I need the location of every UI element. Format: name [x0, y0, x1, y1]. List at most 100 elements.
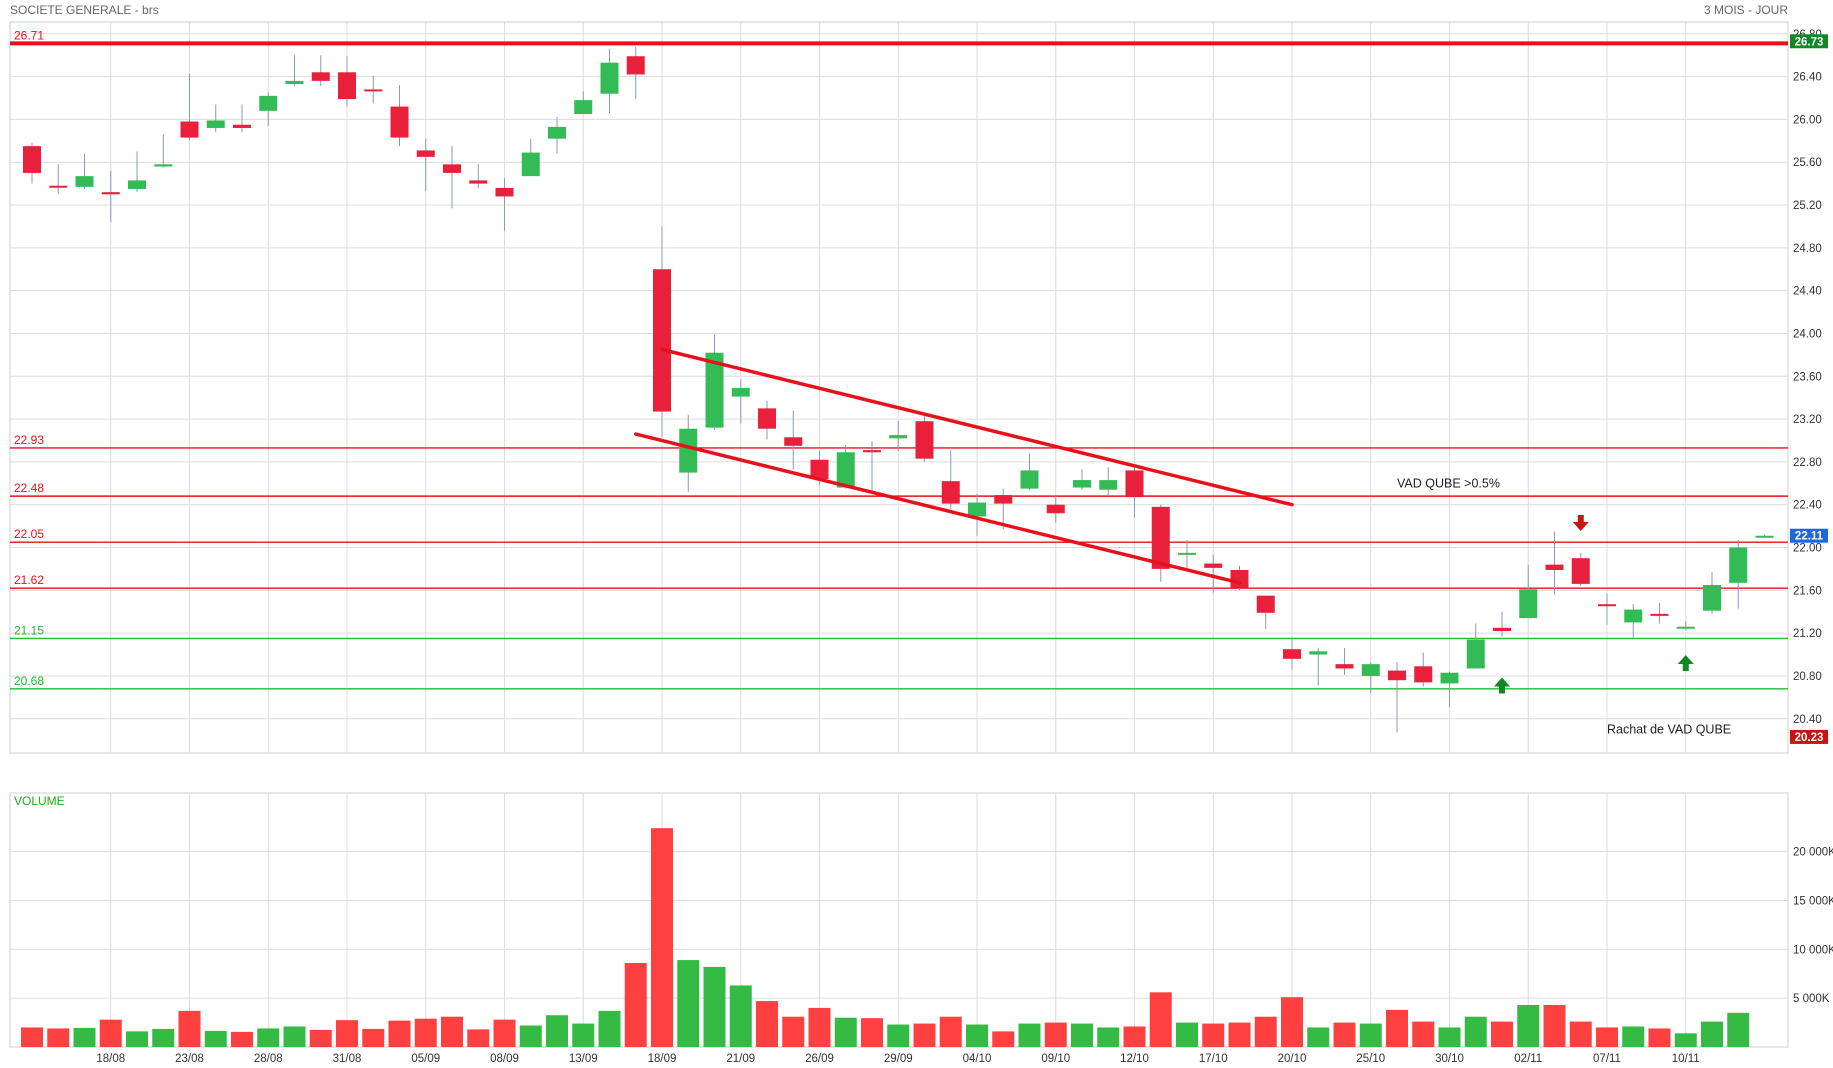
volume-bar — [493, 1019, 516, 1047]
candle-body — [1545, 564, 1564, 570]
instrument-title: SOCIETE GENERALE - brs — [10, 3, 159, 17]
trendline — [660, 347, 1294, 507]
candle-body — [101, 192, 120, 195]
candle-body — [521, 152, 540, 177]
candle-body — [128, 180, 146, 189]
candle-body — [600, 62, 619, 94]
date-tick-label: 30/10 — [1435, 1053, 1464, 1065]
volume-bar — [519, 1025, 542, 1047]
candle-body — [416, 150, 435, 157]
volume-bar — [1596, 1027, 1618, 1047]
volume-bar — [47, 1028, 70, 1047]
candle-body — [1099, 480, 1118, 490]
price-tick-label: 22.00 — [1793, 543, 1822, 555]
candle-body — [180, 121, 199, 138]
volume-bar — [257, 1028, 280, 1047]
price-tick-label: 23.60 — [1793, 371, 1822, 383]
candle-body — [705, 352, 724, 428]
annotations: VAD QUBE >0.5% Rachat de VAD QUBE 26.73 22.… — [1397, 34, 1828, 744]
candle-body — [49, 185, 68, 188]
candle-body — [1151, 506, 1170, 569]
candle-body — [469, 180, 488, 184]
candle-body — [1020, 470, 1039, 489]
volume-bar — [1701, 1021, 1723, 1047]
candle-body — [574, 100, 593, 115]
volume-bar — [1359, 1023, 1382, 1047]
volume-tick-label: 15 000K — [1793, 895, 1833, 907]
volume-bar — [204, 1030, 227, 1047]
candle-body — [1466, 639, 1485, 669]
date-tick-label: 21/09 — [726, 1053, 755, 1065]
volume-bar — [1386, 1009, 1408, 1047]
volume-bar — [1071, 1023, 1093, 1047]
candle-body — [758, 408, 776, 429]
price-tick-label: 26.40 — [1793, 72, 1822, 84]
candle-body — [1440, 672, 1459, 684]
volume-bar — [546, 1015, 568, 1047]
volume-bar — [808, 1007, 831, 1047]
volume-bar — [1622, 1026, 1645, 1047]
candle-body — [626, 56, 645, 75]
date-tick-label: 26/09 — [805, 1053, 834, 1065]
candle-body — [915, 421, 934, 459]
price-tick-label: 20.80 — [1793, 671, 1822, 683]
volume-bar — [1097, 1027, 1120, 1047]
candle-body — [863, 450, 881, 453]
volume-tick-label: 5 000K — [1793, 993, 1830, 1005]
candle-body — [1125, 470, 1144, 498]
price-tick-label: 22.40 — [1793, 500, 1822, 512]
volume-bar — [834, 1017, 857, 1047]
volume-bar — [283, 1026, 306, 1047]
candle-body — [1703, 584, 1721, 611]
candle-body — [1178, 552, 1196, 555]
trendlines — [634, 347, 1294, 585]
level-label: 21.15 — [14, 623, 44, 637]
candle-body — [548, 126, 566, 139]
volume-bar — [73, 1027, 96, 1047]
grid — [9, 21, 1789, 1048]
candle-body — [75, 176, 94, 187]
volume-bar — [1412, 1021, 1435, 1047]
volume-bar — [1648, 1028, 1671, 1047]
candle-body — [338, 72, 356, 100]
date-axis: 18/08 23/08 28/08 31/08 05/09 08/09 13/09 18/09… — [96, 1053, 1699, 1065]
trendline — [634, 432, 1242, 585]
candle-body — [364, 89, 383, 92]
price-tick-label: 26.00 — [1793, 114, 1822, 126]
candle-body — [1073, 480, 1091, 488]
price-badge — [1790, 729, 1828, 744]
candle-body — [1598, 604, 1616, 607]
candle-body — [443, 164, 461, 173]
price-tick-label: 23.20 — [1793, 414, 1822, 426]
volume-bar — [1018, 1023, 1041, 1047]
volume-bar — [1254, 1016, 1277, 1047]
date-tick-label: 17/10 — [1199, 1053, 1228, 1065]
volume-bar — [651, 828, 673, 1047]
volume-bar — [178, 1010, 201, 1047]
date-tick-label: 05/09 — [411, 1053, 440, 1065]
volume-bar — [572, 1023, 595, 1047]
date-tick-label: 18/09 — [648, 1053, 677, 1065]
candle-body — [810, 459, 829, 480]
candle-body — [1650, 613, 1669, 616]
level-label: 26.71 — [14, 28, 44, 42]
volume-bar — [152, 1028, 175, 1047]
candle-body — [653, 269, 671, 412]
date-tick-label: 28/08 — [254, 1053, 283, 1065]
volume-bar — [1149, 992, 1172, 1047]
volume-bar — [126, 1031, 148, 1047]
date-tick-label: 08/09 — [490, 1053, 519, 1065]
level-label: 21.62 — [14, 573, 44, 587]
date-tick-label: 25/10 — [1356, 1053, 1385, 1065]
price-panel-frame — [9, 21, 1789, 754]
volume-bar — [677, 960, 700, 1047]
candle-body — [1624, 609, 1643, 623]
volume-bar — [1517, 1004, 1540, 1047]
volume-bar — [1228, 1022, 1251, 1047]
volume-bar — [1202, 1023, 1225, 1047]
date-tick-label: 18/08 — [96, 1053, 125, 1065]
date-tick-label: 02/11 — [1514, 1053, 1542, 1065]
candle-body — [784, 437, 803, 446]
volume-bar — [966, 1024, 988, 1047]
